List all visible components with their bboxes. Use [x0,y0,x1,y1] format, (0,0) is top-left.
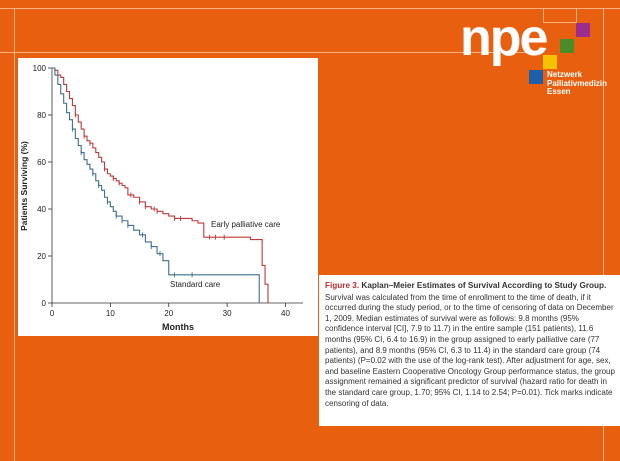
kaplan-meier-chart: 0 20 40 60 80 100 0 10 20 30 40 Patients Survivin… [19,64,303,332]
caption-body: Survival was calculated from the time of… [325,292,615,408]
annotation-early-palliative-care: Early palliative care [211,220,281,229]
x-tick-label: 10 [106,309,115,318]
x-axis-label: Months [162,322,194,332]
frame-line-right [603,8,604,461]
x-ticks: 0 10 20 30 40 [50,303,290,318]
logo-square-purple [576,23,590,37]
logo-box-outline [543,8,577,23]
npe-logo: npe Netzwerk Palliativmedizin Essen [455,8,615,118]
y-tick-label: 80 [37,111,46,120]
frame-line-top [0,8,620,9]
frame-line-left [14,8,15,461]
y-tick-label: 20 [37,252,46,261]
x-tick-label: 0 [50,309,55,318]
caption-title: Kaplan–Meier Estimates of Survival Accor… [361,281,607,290]
figure-label: Figure 3. [325,281,360,290]
logo-text-line-1: Netzwerk [547,70,583,79]
y-tick-label: 60 [37,158,46,167]
logo-text: Netzwerk Palliativmedizin Essen [547,70,608,97]
frame-line-mid [0,52,530,53]
y-axis-label: Patients Surviving (%) [19,141,29,231]
figure-caption: Figure 3. Kaplan–Meier Estimates of Surv… [325,281,617,409]
logo-square-blue [529,70,543,84]
caption-panel: Figure 3. Kaplan–Meier Estimates of Surv… [319,275,620,426]
series-layer [52,67,269,303]
y-tick-label: 100 [33,64,47,73]
logo-text-line-3: Essen [547,87,571,96]
caption-title-line: Figure 3. Kaplan–Meier Estimates of Surv… [325,281,617,292]
y-tick-label: 0 [42,299,47,308]
y-ticks: 0 20 40 60 80 100 [33,64,52,308]
logo-square-yellow [543,55,557,69]
annotation-standard-care: Standard care [170,280,221,289]
series-line-early-palliative-care [52,67,269,303]
y-tick-label: 40 [37,205,46,214]
x-tick-label: 30 [223,309,232,318]
logo-text-line-2: Palliativmedizin [547,78,608,88]
logo-word: npe [460,9,548,67]
x-tick-label: 40 [281,309,290,318]
logo-square-green [560,39,574,53]
chart-panel: 0 20 40 60 80 100 0 10 20 30 40 Patients Survivin… [18,58,318,336]
x-tick-label: 20 [164,309,173,318]
series-line-standard-care [52,67,260,303]
